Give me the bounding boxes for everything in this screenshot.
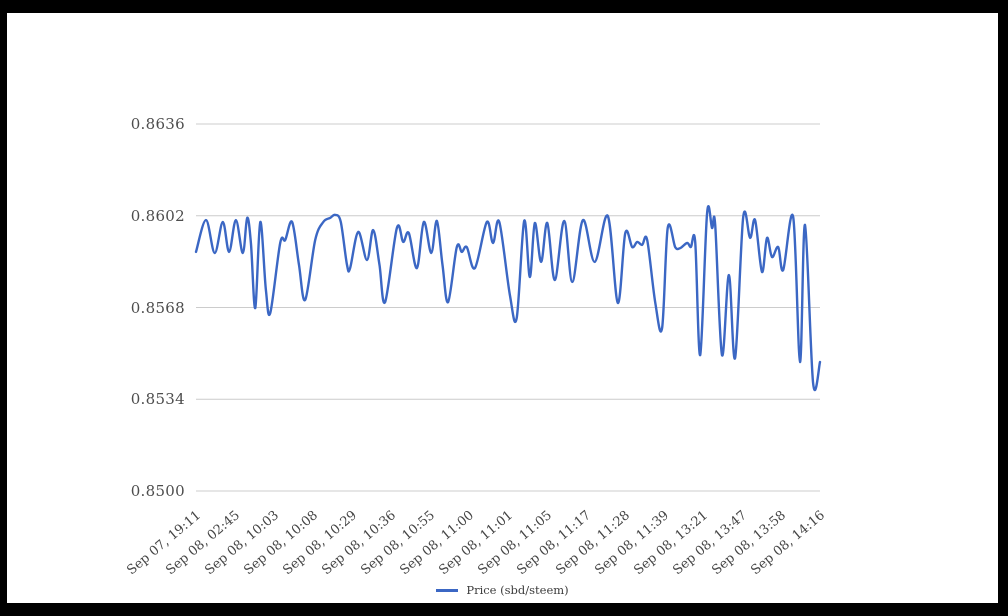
legend-label: Price (sbd/steem) bbox=[466, 583, 569, 597]
y-axis-label: 0.8500 bbox=[130, 482, 185, 500]
price-line-chart bbox=[194, 123, 822, 492]
y-axis-label: 0.8534 bbox=[130, 390, 185, 409]
y-axis-label: 0.8568 bbox=[130, 298, 185, 317]
y-axis-label: 0.8602 bbox=[130, 206, 185, 225]
legend: Price (sbd/steem) bbox=[7, 583, 998, 597]
chart-canvas: 0.8636 0.8602 0.8568 0.8534 0.8500 Sep 07, 1… bbox=[7, 13, 998, 603]
y-axis-label: 0.8636 bbox=[130, 115, 185, 133]
legend-line-swatch bbox=[436, 588, 459, 592]
price-line bbox=[194, 204, 822, 392]
